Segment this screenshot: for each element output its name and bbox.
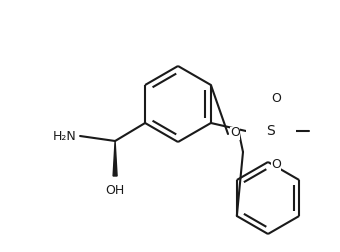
Text: OH: OH — [105, 184, 125, 197]
Text: S: S — [267, 124, 275, 138]
Text: H₂N: H₂N — [52, 130, 76, 142]
Text: O: O — [271, 158, 281, 171]
Text: O: O — [271, 91, 281, 105]
Text: NH: NH — [249, 124, 268, 138]
Polygon shape — [113, 141, 117, 176]
Text: O: O — [230, 127, 240, 140]
